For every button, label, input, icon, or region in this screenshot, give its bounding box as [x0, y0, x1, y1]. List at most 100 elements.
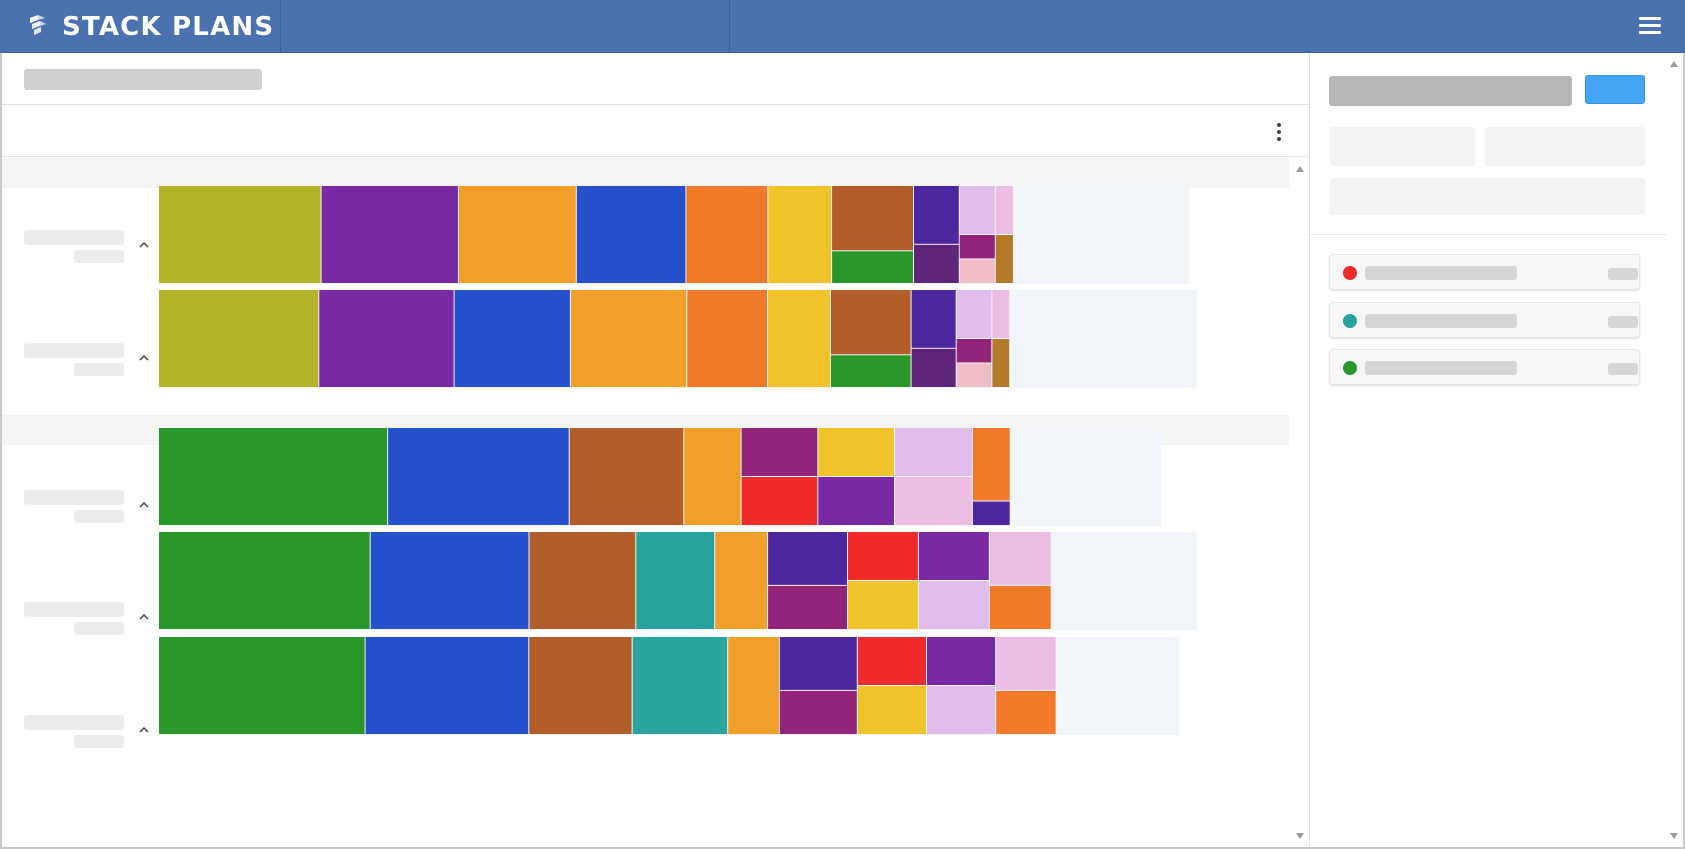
- stack-block[interactable]: [370, 532, 529, 629]
- stack-block[interactable]: [996, 690, 1056, 734]
- stack-block[interactable]: [959, 235, 995, 259]
- stack-block[interactable]: [832, 186, 913, 251]
- scroll-up-icon[interactable]: [1670, 61, 1678, 67]
- scroll-down-icon[interactable]: [1296, 833, 1304, 839]
- stack-block[interactable]: [388, 428, 569, 525]
- stack-block[interactable]: [927, 686, 996, 734]
- stack-block[interactable]: [458, 186, 576, 283]
- stack-block[interactable]: [818, 428, 894, 476]
- stack-block[interactable]: [959, 186, 995, 234]
- stack-block[interactable]: [956, 290, 992, 338]
- stack-block[interactable]: [830, 355, 911, 387]
- stack-block[interactable]: [159, 428, 388, 525]
- stack-block[interactable]: [454, 290, 570, 387]
- stack-block[interactable]: [529, 532, 636, 629]
- stack-block[interactable]: [768, 290, 830, 387]
- stack-block[interactable]: [779, 690, 857, 734]
- stack-block[interactable]: [918, 532, 989, 580]
- stack-block[interactable]: [989, 532, 1051, 585]
- stack-block[interactable]: [715, 532, 768, 629]
- stack-block[interactable]: [857, 637, 926, 685]
- stack-block[interactable]: [927, 637, 996, 685]
- page-title-placeholder: [24, 69, 262, 90]
- stack-block[interactable]: [911, 348, 956, 387]
- stack-block[interactable]: [956, 363, 992, 388]
- chevron-up-icon[interactable]: [136, 609, 152, 625]
- stack-block[interactable]: [768, 532, 847, 585]
- stack-block[interactable]: [728, 637, 779, 734]
- brand[interactable]: STACK PLANS: [0, 0, 281, 53]
- stack-block[interactable]: [895, 477, 972, 525]
- stack-block[interactable]: [768, 585, 847, 629]
- stack-block[interactable]: [914, 186, 959, 244]
- search-field[interactable]: [1330, 178, 1645, 215]
- stack-block[interactable]: [914, 244, 959, 283]
- legend-item[interactable]: [1329, 302, 1640, 338]
- group-header[interactable]: [2, 158, 1289, 188]
- main-content: [2, 53, 1309, 847]
- stack-block[interactable]: [159, 290, 319, 387]
- stack-block[interactable]: [830, 290, 911, 355]
- stack-block[interactable]: [687, 290, 767, 387]
- stack-block[interactable]: [632, 637, 728, 734]
- stack-block[interactable]: [741, 477, 818, 525]
- primary-action-button[interactable]: [1585, 75, 1645, 104]
- stack-block[interactable]: [741, 428, 818, 476]
- stack-block[interactable]: [989, 585, 1051, 629]
- toolbar: [2, 106, 1309, 157]
- stack-block[interactable]: [995, 235, 1013, 283]
- stack-block[interactable]: [995, 186, 1013, 234]
- stack-block[interactable]: [684, 428, 741, 525]
- legend-item[interactable]: [1329, 254, 1640, 290]
- stack-block[interactable]: [159, 637, 365, 734]
- stack-block[interactable]: [972, 428, 1010, 501]
- top-bar-divider: [729, 0, 730, 53]
- chevron-up-icon[interactable]: [136, 722, 152, 738]
- stack-block[interactable]: [992, 339, 1010, 387]
- stack-block[interactable]: [959, 259, 995, 284]
- stack-block[interactable]: [319, 290, 454, 387]
- legend-item[interactable]: [1329, 349, 1640, 385]
- stack-block[interactable]: [972, 501, 1010, 526]
- app-frame: [0, 53, 1685, 849]
- stack-block[interactable]: [576, 186, 686, 283]
- filter-field[interactable]: [1330, 127, 1475, 166]
- stack-block[interactable]: [848, 581, 918, 629]
- chevron-up-icon[interactable]: [136, 350, 152, 366]
- stack-block[interactable]: [321, 186, 458, 283]
- stack-block[interactable]: [956, 339, 992, 363]
- side-panel-scrollbar[interactable]: [1666, 53, 1683, 847]
- stack-plan-area: [2, 158, 1289, 847]
- status-dot-icon: [1343, 314, 1357, 328]
- content-scrollbar[interactable]: [1291, 158, 1309, 847]
- stack-block[interactable]: [569, 428, 684, 525]
- stack-block[interactable]: [570, 290, 687, 387]
- stack-block[interactable]: [159, 186, 321, 283]
- stack-block[interactable]: [996, 637, 1056, 690]
- stack-block[interactable]: [895, 428, 972, 476]
- app-title: STACK PLANS: [62, 12, 275, 42]
- stack-block[interactable]: [529, 637, 632, 734]
- stack-block[interactable]: [832, 251, 913, 283]
- stack-block[interactable]: [159, 532, 370, 629]
- stack-block[interactable]: [911, 290, 956, 348]
- stack-block[interactable]: [857, 686, 926, 734]
- hamburger-menu-icon[interactable]: [1636, 14, 1664, 38]
- scroll-up-icon[interactable]: [1296, 166, 1304, 172]
- stack-block[interactable]: [636, 532, 715, 629]
- stack-chart: [159, 186, 1197, 735]
- stack-block[interactable]: [686, 186, 768, 283]
- more-options-icon[interactable]: [1273, 122, 1285, 142]
- scroll-down-icon[interactable]: [1670, 833, 1678, 839]
- stack-block[interactable]: [768, 186, 832, 283]
- selector-placeholder[interactable]: [1329, 76, 1572, 106]
- stack-block[interactable]: [365, 637, 529, 734]
- stack-block[interactable]: [779, 637, 857, 690]
- stack-block[interactable]: [992, 290, 1010, 338]
- stack-block[interactable]: [818, 477, 894, 525]
- stack-block[interactable]: [848, 532, 918, 580]
- filter-field[interactable]: [1485, 127, 1645, 166]
- chevron-up-icon[interactable]: [136, 497, 152, 513]
- stack-block[interactable]: [918, 581, 989, 629]
- chevron-up-icon[interactable]: [136, 237, 152, 253]
